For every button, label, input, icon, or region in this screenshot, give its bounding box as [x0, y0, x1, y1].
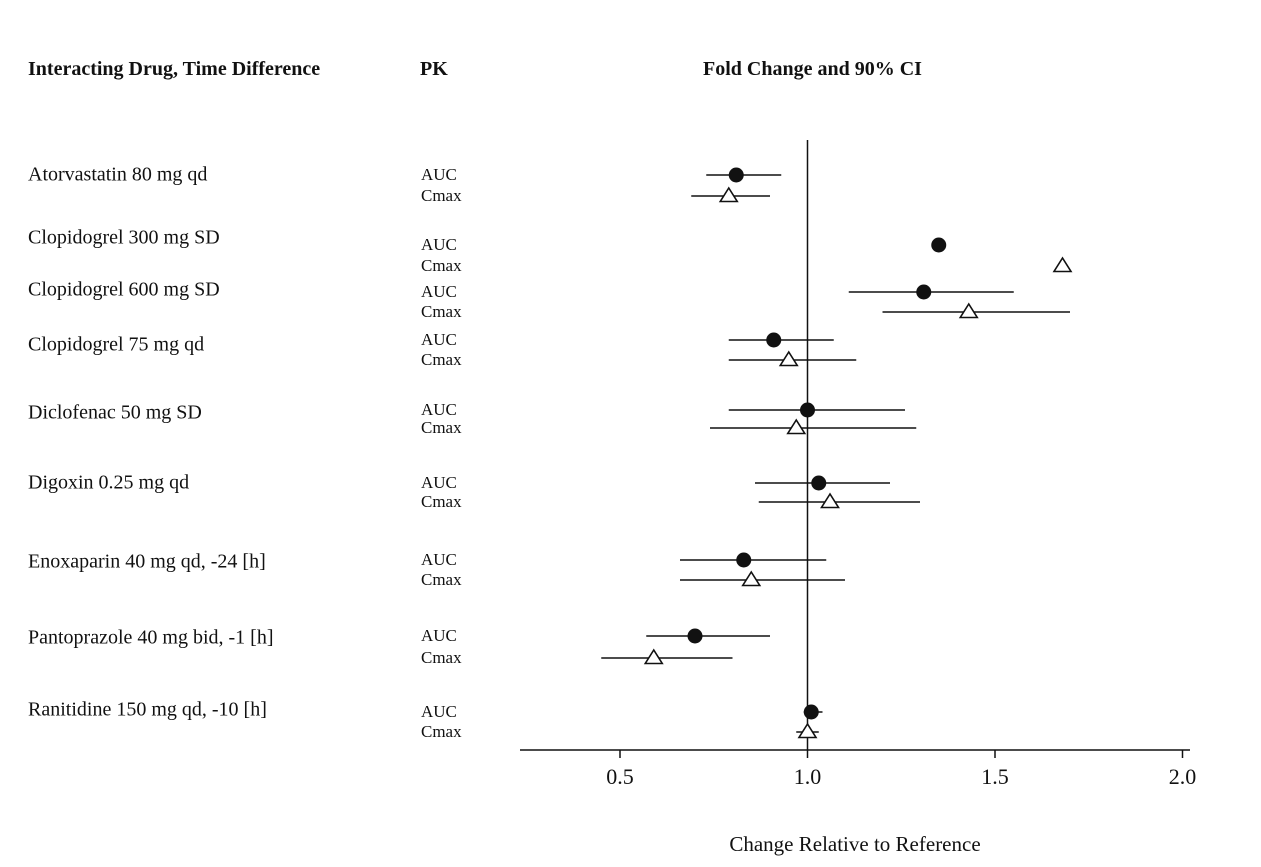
drug-label: Atorvastatin 80 mg qd [28, 163, 208, 186]
drug-label: Clopidogrel 600 mg SD [28, 278, 220, 301]
pk-label-cmax: Cmax [421, 256, 462, 275]
marker-filled-circle-auc [766, 332, 782, 348]
pk-label-cmax: Cmax [421, 722, 462, 741]
marker-filled-circle-auc [687, 628, 703, 644]
pk-label-auc: AUC [421, 400, 457, 419]
pk-label-cmax: Cmax [421, 350, 462, 369]
marker-filled-circle-auc [931, 237, 947, 253]
pk-label-auc: AUC [421, 550, 457, 569]
x-axis-tick-label: 1.5 [981, 764, 1009, 789]
x-axis-tick-label: 2.0 [1169, 764, 1197, 789]
drug-label: Pantoprazole 40 mg bid, -1 [h] [28, 626, 274, 649]
pk-label-cmax: Cmax [421, 302, 462, 321]
drug-label: Ranitidine 150 mg qd, -10 [h] [28, 698, 267, 721]
pk-label-auc: AUC [421, 165, 457, 184]
pk-label-auc: AUC [421, 282, 457, 301]
drug-label: Clopidogrel 75 mg qd [28, 333, 205, 356]
drug-label: Digoxin 0.25 mg qd [28, 471, 190, 494]
pk-label-auc: AUC [421, 626, 457, 645]
marker-filled-circle-auc [916, 284, 932, 300]
drug-label: Enoxaparin 40 mg qd, -24 [h] [28, 550, 266, 573]
marker-open-triangle-cmax [718, 186, 739, 203]
drug-label: Clopidogrel 300 mg SD [28, 226, 220, 249]
column-header-drug: Interacting Drug, Time Difference [28, 58, 321, 80]
pk-label-auc: AUC [421, 330, 457, 349]
pk-label-cmax: Cmax [421, 186, 462, 205]
marker-filled-circle-auc [728, 167, 744, 183]
pk-label-auc: AUC [421, 473, 457, 492]
drug-label: Diclofenac 50 mg SD [28, 401, 202, 424]
pk-label-auc: AUC [421, 235, 457, 254]
marker-open-triangle-cmax [741, 570, 762, 587]
marker-open-triangle-cmax [1052, 256, 1073, 273]
pk-label-cmax: Cmax [421, 648, 462, 667]
pk-label-auc: AUC [421, 702, 457, 721]
x-axis-tick-label: 1.0 [794, 764, 822, 789]
pk-label-cmax: Cmax [421, 570, 462, 589]
pk-label-cmax: Cmax [421, 492, 462, 511]
marker-open-triangle-cmax [786, 418, 807, 435]
marker-open-triangle-cmax [958, 302, 979, 319]
marker-open-triangle-cmax [778, 350, 799, 367]
column-header-pk: PK [420, 58, 448, 80]
marker-open-triangle-cmax [643, 648, 664, 665]
column-header-foldchange: Fold Change and 90% CI [703, 58, 922, 80]
marker-open-triangle-cmax [820, 492, 840, 509]
x-axis-title: Change Relative to Reference [729, 832, 981, 856]
marker-open-triangle-cmax [797, 722, 818, 739]
marker-filled-circle-auc [811, 475, 827, 491]
pk-label-cmax: Cmax [421, 418, 462, 437]
marker-filled-circle-auc [736, 552, 752, 568]
marker-filled-circle-auc [800, 402, 815, 418]
x-axis-tick-label: 0.5 [606, 764, 634, 789]
marker-filled-circle-auc [803, 704, 819, 720]
